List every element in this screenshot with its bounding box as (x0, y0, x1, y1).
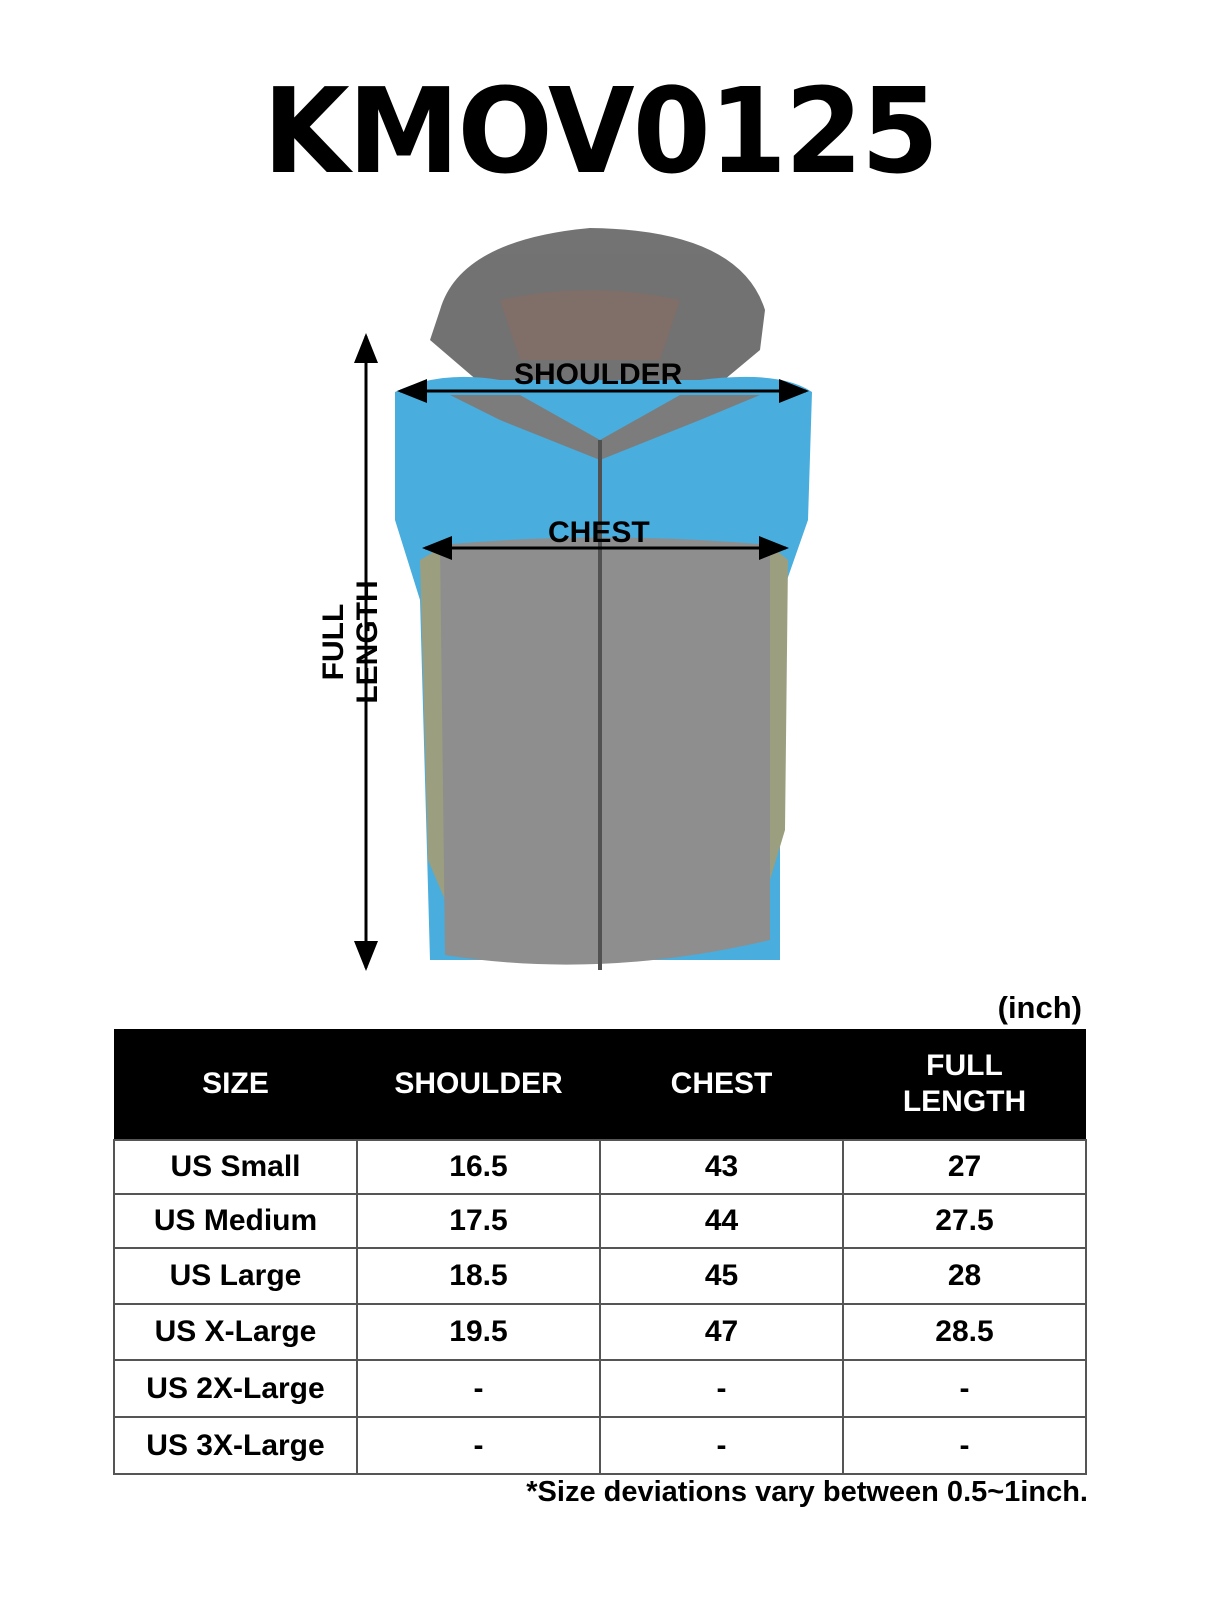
vest-image (395, 228, 812, 970)
header-shoulder: SHOULDER (357, 1029, 600, 1140)
table-cell: 28.5 (842, 1303, 1087, 1361)
table-row: US X-Large 19.5 47 28.5 (113, 1303, 1087, 1361)
product-code-title: KMOV0125 (262, 62, 939, 200)
vest-side-right (770, 545, 788, 880)
table-header-row: SIZE SHOULDER CHEST FULL LENGTH (114, 1029, 1086, 1140)
vest-yoke (450, 395, 760, 460)
header-size: SIZE (114, 1029, 357, 1140)
vest-hood-lining (500, 290, 680, 360)
full-length-label: FULL LENGTH (317, 580, 384, 704)
table-cell: - (599, 1416, 844, 1475)
table-row: US Medium 17.5 44 27.5 (113, 1193, 1087, 1249)
table-cell: - (599, 1359, 844, 1418)
header-full-length: FULL LENGTH (843, 1029, 1086, 1140)
table-cell: 45 (599, 1247, 844, 1305)
table-cell: 43 (599, 1139, 844, 1195)
table-cell: 27.5 (842, 1193, 1087, 1249)
table-cell: - (842, 1359, 1087, 1418)
chest-label: CHEST (548, 516, 650, 549)
table-cell: US X-Large (113, 1303, 358, 1361)
table-cell: US Small (113, 1139, 358, 1195)
table-cell: 18.5 (356, 1247, 601, 1305)
table-row: US 2X-Large - - - (113, 1359, 1087, 1418)
vest-body (440, 537, 770, 965)
table-cell: 19.5 (356, 1303, 601, 1361)
unit-label: (inch) (997, 990, 1082, 1025)
table-row: US 3X-Large - - - (113, 1416, 1087, 1475)
table-row: US Large 18.5 45 28 (113, 1247, 1087, 1305)
table-cell: US 2X-Large (113, 1359, 358, 1418)
table-cell: 47 (599, 1303, 844, 1361)
table-cell: 27 (842, 1139, 1087, 1195)
table-cell: 16.5 (356, 1139, 601, 1195)
shoulder-label: SHOULDER (514, 358, 683, 391)
table-cell: 44 (599, 1193, 844, 1249)
table-row: US Small 16.5 43 27 (113, 1139, 1087, 1195)
table-cell: US Medium (113, 1193, 358, 1249)
size-table: SIZE SHOULDER CHEST FULL LENGTH US Small… (113, 1029, 1087, 1475)
table-cell: - (356, 1416, 601, 1475)
table-cell: 17.5 (356, 1193, 601, 1249)
table-cell: - (356, 1359, 601, 1418)
table-cell: US Large (113, 1247, 358, 1305)
vest-side-left (420, 545, 445, 900)
table-cell: 28 (842, 1247, 1087, 1305)
table-cell: US 3X-Large (113, 1416, 358, 1475)
vest-diagram (354, 228, 812, 971)
table-cell: - (842, 1416, 1087, 1475)
size-deviation-note: *Size deviations vary between 0.5~1inch. (526, 1476, 1088, 1508)
header-chest: CHEST (600, 1029, 843, 1140)
